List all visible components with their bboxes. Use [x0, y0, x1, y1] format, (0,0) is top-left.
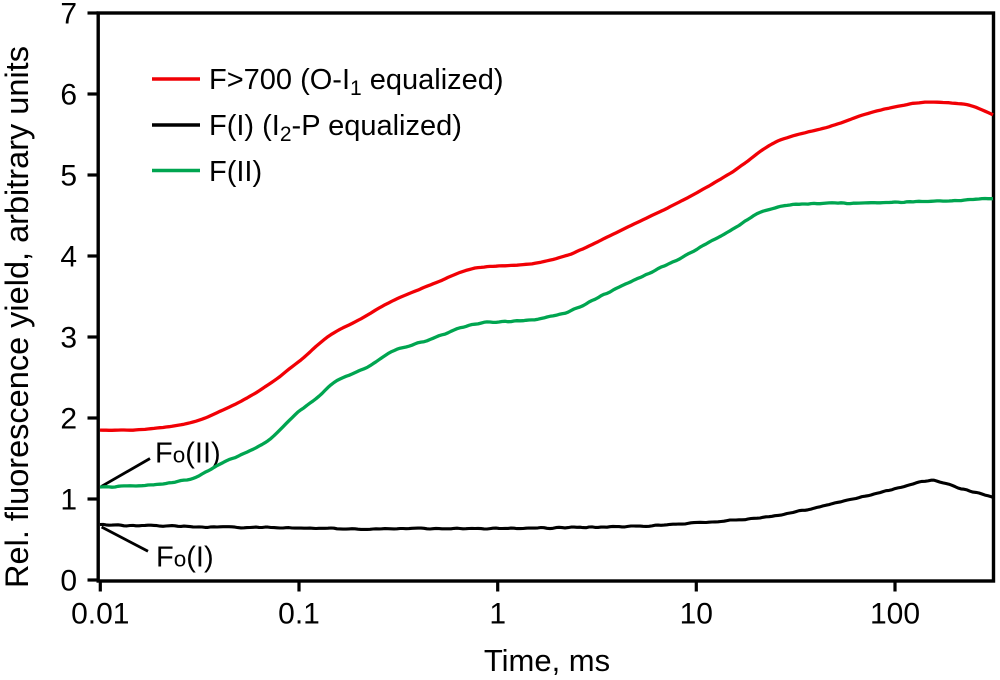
svg-text:10: 10 — [680, 598, 713, 631]
svg-text:0.1: 0.1 — [278, 598, 320, 631]
svg-text:6: 6 — [60, 78, 77, 111]
svg-text:7: 7 — [60, 0, 77, 30]
svg-text:4: 4 — [60, 240, 77, 273]
svg-text:Fo(I): Fo(I) — [156, 542, 214, 574]
svg-text:F(II): F(II) — [209, 156, 262, 188]
svg-text:0: 0 — [60, 564, 77, 597]
svg-text:3: 3 — [60, 321, 77, 354]
svg-text:1: 1 — [489, 598, 506, 631]
svg-text:F(I) (I2-P equalized): F(I) (I2-P equalized) — [209, 110, 462, 146]
svg-text:Time, ms: Time, ms — [484, 643, 610, 678]
svg-text:Rel. fluorescence yield, arbit: Rel. fluorescence yield, arbitrary units — [0, 46, 35, 588]
svg-text:5: 5 — [60, 159, 77, 192]
svg-text:0.01: 0.01 — [71, 598, 129, 631]
svg-text:Fo(II): Fo(II) — [155, 438, 221, 470]
svg-text:100: 100 — [870, 598, 920, 631]
svg-text:1: 1 — [60, 483, 77, 516]
svg-text:2: 2 — [60, 402, 77, 435]
svg-text:F>700 (O-I1 equalized): F>700 (O-I1 equalized) — [209, 64, 504, 100]
